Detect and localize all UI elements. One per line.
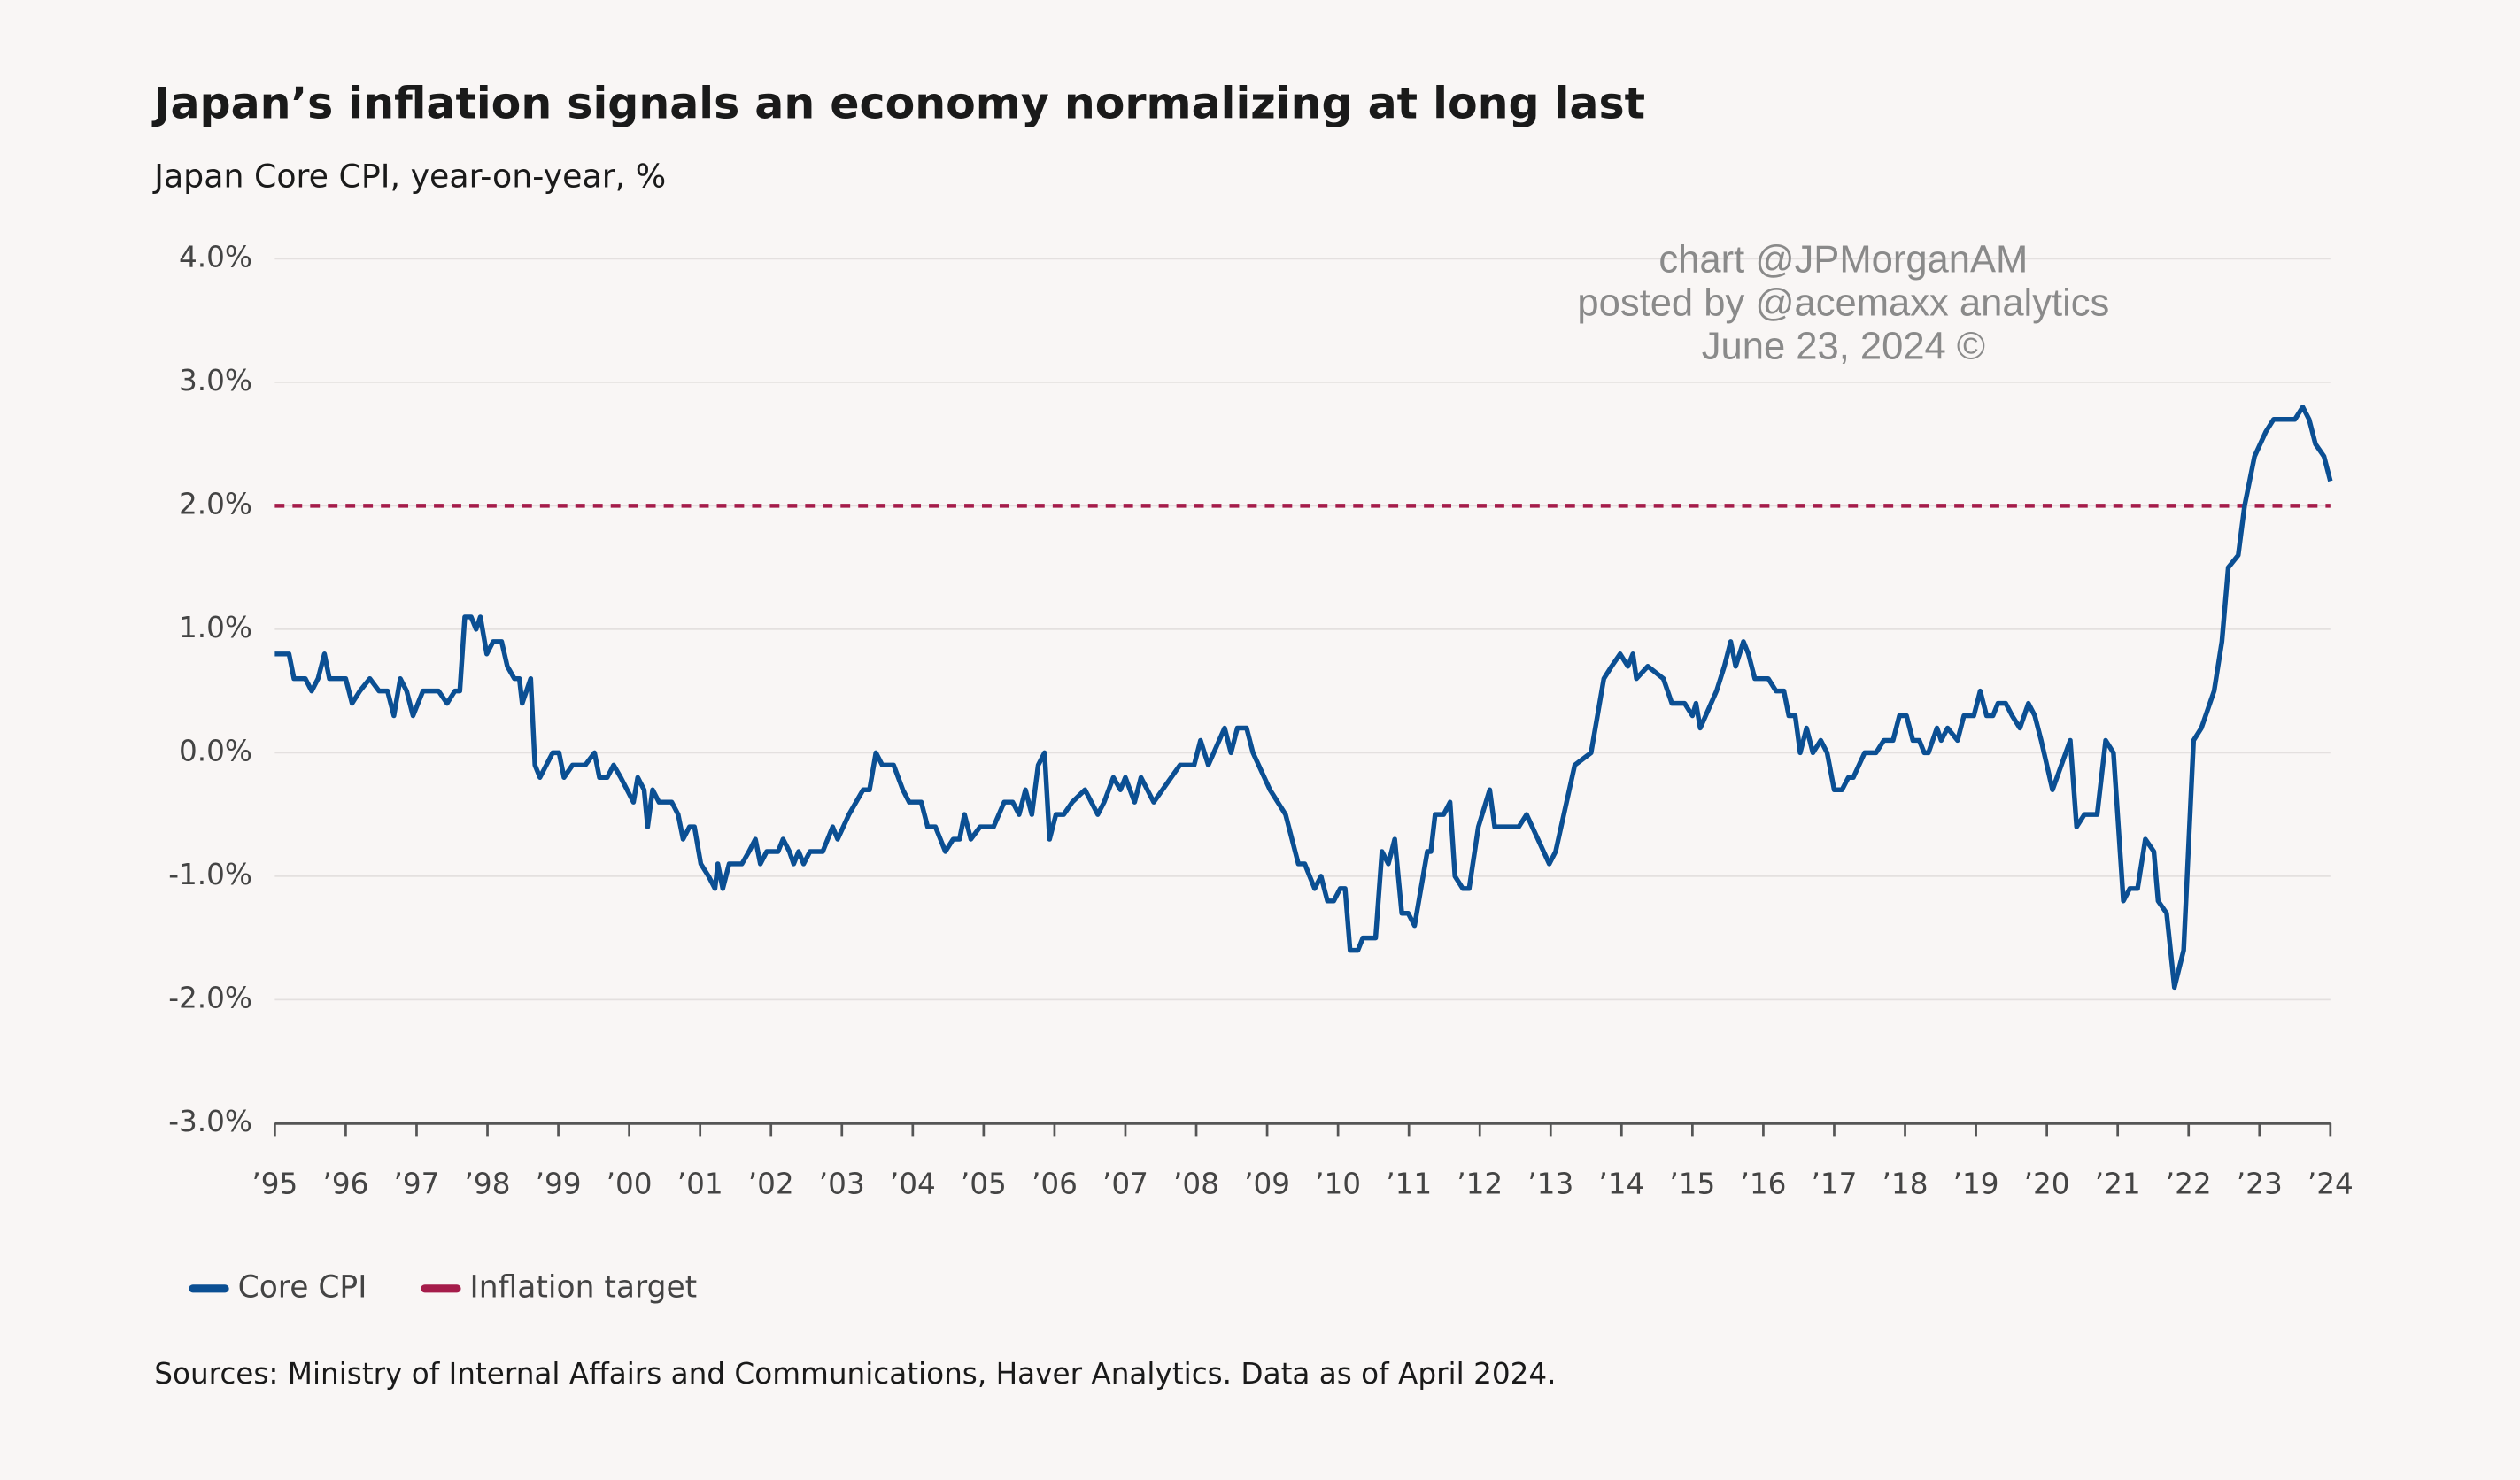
annotation: June 23, 2024 © <box>1702 326 1985 368</box>
source: Sources: Ministry of Internal Affairs an… <box>154 1357 1556 1391</box>
x-tick-label: ’22 <box>2166 1168 2212 1201</box>
x-tick-label: ’13 <box>1527 1168 1573 1201</box>
x-tick-label: ’10 <box>1315 1168 1361 1201</box>
x-tick-label: ’03 <box>819 1168 865 1201</box>
x-tick-label: ’18 <box>1882 1168 1929 1201</box>
x-tick-label: ’23 <box>2237 1168 2283 1201</box>
x-tick-label: ’24 <box>2307 1168 2354 1201</box>
y-tick-label: -3.0% <box>168 1105 252 1138</box>
y-tick-label: 4.0% <box>179 240 252 274</box>
x-tick-label: ’17 <box>1812 1168 1858 1201</box>
y-tick-label: 0.0% <box>179 734 252 767</box>
y-tick-label: -2.0% <box>168 981 252 1014</box>
y-tick-label: 2.0% <box>179 487 252 520</box>
x-tick-label: ’19 <box>1953 1168 1999 1201</box>
x-tick-label: ’04 <box>890 1168 936 1201</box>
x-tick-label: ’11 <box>1386 1168 1432 1201</box>
x-tick-label: ’07 <box>1102 1168 1148 1201</box>
chart-title: Japan’s inflation signals an economy nor… <box>151 78 1645 128</box>
legend-label: Core CPI <box>238 1269 367 1305</box>
x-tick-label: ’02 <box>748 1168 794 1201</box>
chart-subtitle: Japan Core CPI, year-on-year, % <box>152 158 666 196</box>
annotation: chart @JPMorganAM <box>1658 239 2028 281</box>
annotation: posted by @acemaxx analytics <box>1577 282 2109 325</box>
x-tick-label: ’06 <box>1032 1168 1078 1201</box>
x-tick-label: ’14 <box>1598 1168 1644 1201</box>
x-tick-label: ’01 <box>677 1168 723 1201</box>
y-tick-label: 1.0% <box>179 611 252 644</box>
y-tick-label: 3.0% <box>179 364 252 397</box>
x-tick-label: ’15 <box>1669 1168 1715 1201</box>
x-tick-label: ’95 <box>251 1168 298 1201</box>
data-line <box>274 405 2333 991</box>
x-tick-label: ’97 <box>394 1168 440 1201</box>
x-tick-label: ’98 <box>465 1168 511 1201</box>
x-tick-label: ’96 <box>322 1168 368 1201</box>
x-tick-label: ’20 <box>2024 1168 2070 1201</box>
y-tick-label: -1.0% <box>168 858 252 891</box>
x-tick-label: ’05 <box>961 1168 1007 1201</box>
x-tick-label: ’21 <box>2095 1168 2141 1201</box>
x-tick-label: ’09 <box>1244 1168 1290 1201</box>
legend-label: Inflation target <box>470 1269 698 1305</box>
x-tick-label: ’99 <box>536 1168 582 1201</box>
x-tick-label: ’16 <box>1740 1168 1786 1201</box>
x-tick-label: ’00 <box>607 1168 653 1201</box>
x-tick-label: ’08 <box>1173 1168 1219 1201</box>
x-tick-label: ’12 <box>1457 1168 1503 1201</box>
